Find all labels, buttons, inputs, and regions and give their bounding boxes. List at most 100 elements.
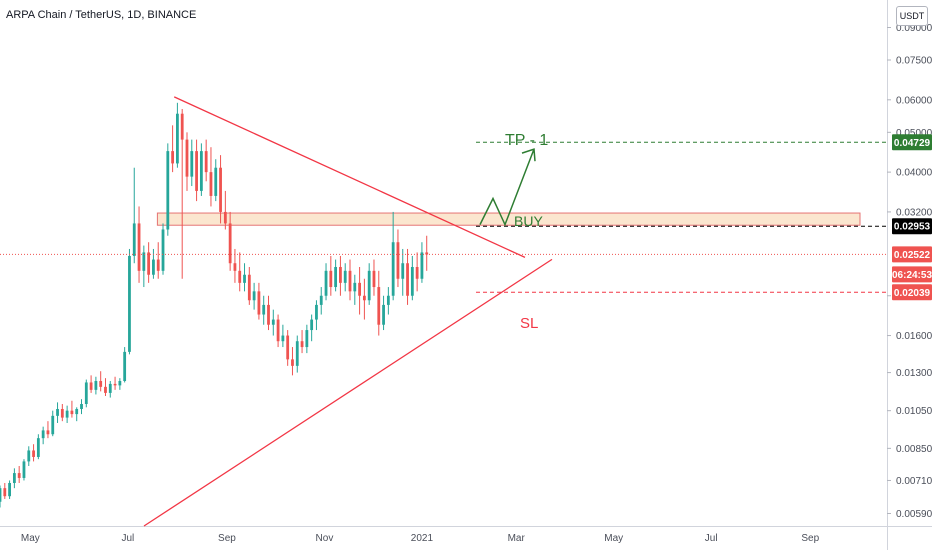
candle-body — [391, 242, 395, 296]
y-tick-label: 0.07500 — [896, 56, 932, 67]
candle-body — [180, 113, 184, 140]
candle-body — [27, 450, 31, 462]
candle-body — [51, 415, 55, 435]
countdown-tag-label: 06:24:53 — [892, 270, 932, 281]
candle-body — [137, 223, 141, 271]
ascending-trendline — [143, 258, 553, 527]
candle-body — [132, 223, 136, 256]
candle-body — [377, 287, 381, 325]
candle-body — [305, 330, 309, 348]
x-tick-label: Jul — [121, 533, 134, 544]
sl-price-tag-label: 0.02039 — [894, 288, 931, 299]
candle-body — [353, 282, 357, 292]
candle-body — [156, 259, 160, 271]
candle-body — [396, 242, 400, 279]
candle-body — [161, 229, 165, 271]
candle-body — [252, 291, 256, 301]
candle-body — [358, 282, 361, 296]
y-tick-label: 0.01600 — [896, 331, 932, 342]
candle-body — [65, 410, 69, 418]
candle-body — [8, 482, 11, 497]
candle-body — [12, 473, 16, 483]
current-price-tag-bg — [892, 246, 932, 263]
y-tick-label: 0.06000 — [896, 95, 932, 106]
tp-price-tag-bg — [892, 134, 932, 151]
candle-body — [339, 266, 342, 283]
candle-body — [104, 386, 107, 393]
countdown-tag-bg — [892, 266, 932, 283]
candle-body — [410, 266, 414, 296]
candle-body — [3, 488, 7, 497]
candle-body — [247, 274, 251, 301]
candle-body — [257, 291, 261, 315]
candle-body — [185, 139, 189, 177]
tp-label: TP - 1 — [505, 132, 548, 149]
y-tick-label: 0.04000 — [896, 168, 932, 179]
candle-body — [401, 263, 405, 279]
candle-body — [228, 223, 232, 264]
candle-body — [32, 450, 35, 457]
candle-body — [171, 151, 175, 164]
candle-body — [199, 151, 203, 191]
candle-body — [214, 167, 218, 196]
sl-label: SL — [520, 315, 538, 332]
candle-body — [300, 341, 304, 348]
candle-body — [0, 488, 2, 502]
y-tick-label: 0.00710 — [896, 476, 932, 487]
candle-body — [223, 211, 227, 224]
candle-body — [17, 473, 21, 478]
current-price-tag-label: 0.02522 — [894, 250, 931, 261]
candle-body — [190, 151, 194, 177]
candle-body — [142, 252, 146, 271]
candle-body — [267, 304, 270, 325]
y-tick-label: 0.00850 — [896, 444, 932, 455]
candle-body — [329, 270, 333, 288]
candle-body — [94, 381, 98, 390]
candle-body — [319, 295, 323, 305]
entry-price-tag-label: 0.02953 — [894, 222, 931, 233]
candle-body — [209, 172, 213, 196]
x-tick-label: Nov — [316, 533, 334, 544]
y-tick-label: 0.03200 — [896, 207, 932, 218]
descending-trendline — [173, 96, 526, 258]
candle-body — [262, 304, 266, 315]
candle-body — [36, 438, 40, 457]
y-tick-label: 0.09000 — [896, 23, 932, 34]
candle-body — [219, 167, 222, 212]
candle-body — [348, 270, 352, 292]
candle-body — [420, 252, 424, 279]
candle-body — [406, 263, 409, 296]
symbol-title: ARPA Chain / TetherUS, 1D, BINANCE — [6, 9, 197, 21]
candle-body — [310, 319, 314, 331]
candle-body — [276, 319, 280, 342]
candle-body — [60, 408, 64, 418]
buy-arrow-head — [521, 148, 536, 162]
y-tick-label: 0.01300 — [896, 368, 932, 379]
candle-body — [128, 255, 131, 352]
candle-body — [147, 252, 151, 275]
entry-price-tag-bg — [892, 218, 932, 235]
candle-body — [362, 295, 366, 301]
currency-button[interactable]: USDT — [896, 6, 928, 26]
candle-body — [204, 151, 208, 173]
candle-body — [56, 408, 59, 416]
candle-body — [415, 266, 419, 279]
tp-price-tag-label: 0.04729 — [894, 138, 931, 149]
candle-body — [152, 259, 155, 275]
candle-body — [271, 319, 275, 325]
candle-body — [75, 408, 79, 415]
candle-body — [425, 252, 429, 255]
candle-body — [99, 381, 103, 387]
x-tick-label: Sep — [218, 533, 236, 544]
candle-body — [324, 270, 328, 296]
candle-body — [176, 113, 179, 164]
candle-body — [123, 351, 127, 382]
buy-path-line — [479, 148, 535, 227]
candle-body — [315, 304, 318, 320]
candle-body — [334, 266, 338, 288]
candle-body — [243, 274, 246, 283]
x-tick-label: Sep — [801, 533, 819, 544]
sl-price-tag-bg — [892, 284, 932, 301]
candle-body — [108, 383, 112, 393]
